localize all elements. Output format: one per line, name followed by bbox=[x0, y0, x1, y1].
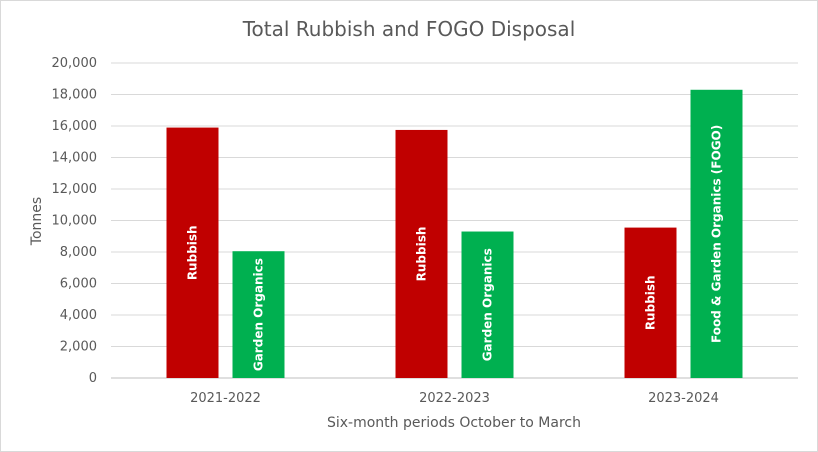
y-tick-label: 12,000 bbox=[52, 182, 98, 197]
bar bbox=[461, 231, 514, 378]
y-tick-label: 2,000 bbox=[60, 340, 97, 355]
bar-data-label: Rubbish bbox=[415, 227, 429, 282]
bar-data-label: Rubbish bbox=[644, 275, 658, 330]
y-tick-label: 14,000 bbox=[52, 151, 98, 166]
tick-labels: 0 2,000 4,000 6,000 8,000 10,000 12,000 14,000 1… bbox=[52, 56, 719, 406]
y-tick-label: 8,000 bbox=[60, 245, 97, 260]
bar bbox=[395, 129, 448, 378]
bar-data-label: Food & Garden Organics (FOGO) bbox=[710, 125, 724, 343]
x-tick-label: 2023-2024 bbox=[648, 391, 719, 406]
x-axis-title: Six-month periods October to March bbox=[327, 415, 581, 431]
bar bbox=[232, 251, 285, 378]
y-tick-label: 4,000 bbox=[60, 308, 97, 323]
y-tick-label: 10,000 bbox=[52, 214, 98, 229]
y-axis-title: Tonnes bbox=[29, 197, 45, 246]
bar bbox=[624, 227, 677, 378]
bar-data-label: Rubbish bbox=[186, 225, 200, 280]
bar-data-label: Garden Organics bbox=[252, 258, 266, 371]
y-tick-label: 18,000 bbox=[52, 88, 98, 103]
bar bbox=[690, 89, 743, 379]
x-tick-label: 2022-2023 bbox=[419, 391, 490, 406]
x-tick-label: 2021-2022 bbox=[190, 391, 261, 406]
gridlines bbox=[111, 62, 798, 379]
y-tick-label: 16,000 bbox=[52, 119, 98, 134]
bars: Rubbish Garden Organics Rubbish Garden Orga… bbox=[166, 89, 743, 379]
y-tick-label: 20,000 bbox=[52, 56, 98, 71]
bar bbox=[166, 127, 219, 378]
y-tick-label: 0 bbox=[89, 371, 97, 386]
y-tick-label: 6,000 bbox=[60, 277, 97, 292]
bar-data-label: Garden Organics bbox=[481, 248, 495, 361]
chart-title: Total Rubbish and FOGO Disposal bbox=[242, 17, 576, 41]
